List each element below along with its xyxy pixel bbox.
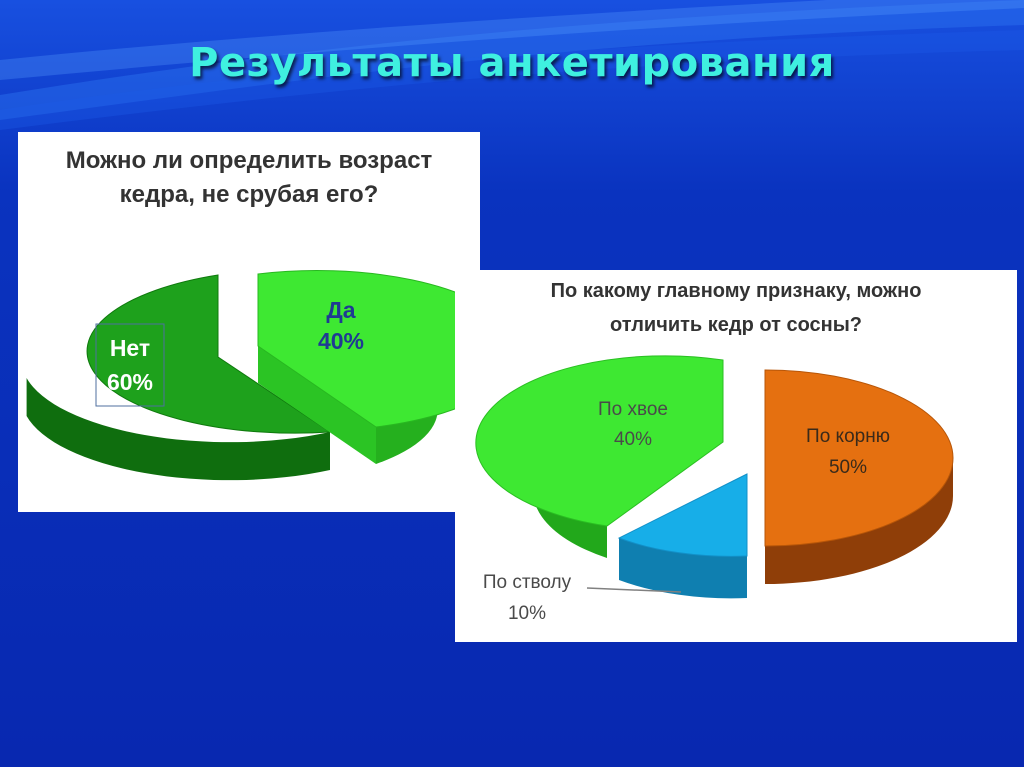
pie-slice-net — [86, 274, 332, 434]
pie-label-stvolu-name: По стволу — [483, 572, 572, 593]
pie-slice-khvoe-side — [533, 434, 607, 558]
chart-title-line-2: отличить кедр от сосны? — [609, 314, 863, 336]
chart-panel-age: Можно ли определить возраст кедра, не ср… — [18, 132, 480, 512]
chart-title-line-1: Можно ли определить возраст — [65, 147, 433, 174]
pie-slice-kornyu — [764, 369, 954, 547]
chart-title: Можно ли определить возраст кедра, не ср… — [18, 144, 480, 212]
chart-title-line-1: По какому главному признаку, можно — [550, 280, 922, 302]
pie-label-khvoe-name: По хвое — [598, 399, 668, 420]
chart-title: По какому главному признаку, можно отлич… — [455, 274, 1017, 342]
pie-label-stvolu-value: 10% — [508, 603, 546, 624]
pie-slice-da-wall — [258, 346, 376, 464]
pie-slice-kornyu-side — [765, 458, 953, 584]
pie-slice-stvolu — [617, 473, 748, 557]
pie-chart-age: Да 40% Нет 60% — [26, 270, 480, 481]
pie-leader-line-stvolu — [586, 587, 682, 593]
slide-title: Результаты анкетирования — [189, 40, 835, 86]
pie-slice-khvoe — [475, 355, 724, 527]
pie-slice-da — [257, 270, 480, 428]
chart-title-line-2: кедра, не срубая его? — [119, 181, 379, 208]
chart-panel-feature: По какому главному признаку, можно отлич… — [455, 270, 1017, 642]
pie-label-net-value: 60% — [107, 369, 153, 395]
pie-label-kornyu-value: 50% — [829, 457, 867, 478]
pie-label-kornyu-name: По корню — [806, 426, 890, 447]
pie-slice-net-side — [26, 378, 330, 481]
pie-label-net-name: Нет — [110, 335, 150, 361]
pie-label-net-box — [95, 323, 165, 407]
pie-chart-feature: По хвое 40% По корню 50% По стволу 10% — [475, 355, 954, 624]
pie-label-da-value: 40% — [318, 328, 364, 354]
pie-label-da-name: Да — [326, 297, 355, 323]
pie-slice-stvolu-side — [619, 538, 747, 599]
pie-label-khvoe-value: 40% — [614, 429, 652, 450]
